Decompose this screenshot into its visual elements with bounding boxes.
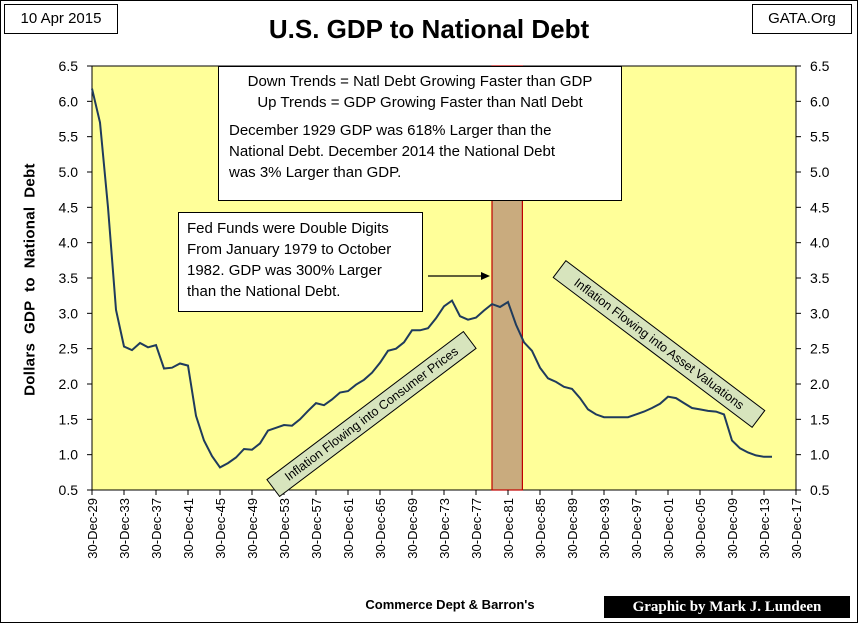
y-tick-label-left: 3.0 [59,305,79,321]
x-tick-label: 30-Dec-85 [533,498,548,559]
y-tick-label-left: 3.5 [59,270,79,286]
date-badge: 10 Apr 2015 [4,4,118,34]
y-tick-label-left: 6.5 [59,58,79,74]
y-tick-label-left: 6.0 [59,93,79,109]
x-tick-label: 30-Dec-13 [757,498,772,559]
compare-line-2: National Debt. December 2014 the Nationa… [229,143,556,160]
x-tick-label: 30-Dec-77 [469,498,484,559]
compare-line-1: December 1929 GDP was 618% Larger than t… [229,122,552,139]
x-tick-label: 30-Dec-29 [85,498,100,559]
x-axis-label: Commerce Dept & Barron's [365,597,535,612]
x-tick-label: 30-Dec-05 [693,498,708,559]
y-tick-label-right: 4.0 [810,235,830,251]
y-tick-label-right: 2.5 [810,341,830,357]
y-tick-label-left: 1.0 [59,447,79,463]
trend-line-2: Up Trends = GDP Growing Faster than Natl… [257,94,583,111]
y-tick-label-left: 5.5 [59,129,79,145]
y-tick-label-right: 3.0 [810,305,830,321]
source-site-badge: GATA.Org [752,4,852,34]
x-tick-label: 30-Dec-53 [277,498,292,559]
y-tick-label-right: 3.5 [810,270,830,286]
x-tick-label: 30-Dec-61 [341,498,356,559]
y-tick-label-right: 5.0 [810,164,830,180]
compare-line-3: was 3% Larger than GDP. [229,164,402,181]
x-tick-label: 30-Dec-89 [565,498,580,559]
fed-funds-note-box: Fed Funds were Double Digits From Januar… [178,212,423,312]
trend-legend-box: Down Trends = Natl Debt Growing Faster t… [218,66,622,201]
y-tick-label-left: 2.5 [59,341,79,357]
y-tick-label-right: 0.5 [810,482,830,498]
y-tick-label-left: 4.0 [59,235,79,251]
x-tick-label: 30-Dec-49 [245,498,260,559]
fed-line-2: From January 1979 to October [187,241,392,258]
y-tick-label-right: 1.5 [810,411,830,427]
x-tick-label: 30-Dec-81 [501,498,516,559]
author-credit: Graphic by Mark J. Lundeen [604,596,850,618]
x-tick-label: 30-Dec-41 [181,498,196,559]
y-tick-label-left: 1.5 [59,411,79,427]
x-tick-label: 30-Dec-93 [597,498,612,559]
y-tick-label-right: 4.5 [810,199,830,215]
x-tick-label: 30-Dec-97 [629,498,644,559]
arrow-head-icon [481,272,490,280]
x-tick-label: 30-Dec-09 [725,498,740,559]
x-tick-label: 30-Dec-17 [789,498,804,559]
y-tick-label-left: 0.5 [59,482,79,498]
x-tick-label: 30-Dec-33 [117,498,132,559]
y-tick-label-left: 5.0 [59,164,79,180]
y-tick-label-right: 1.0 [810,447,830,463]
y-tick-label-right: 6.0 [810,93,830,109]
trend-line-1: Down Trends = Natl Debt Growing Faster t… [247,73,593,90]
x-tick-label: 30-Dec-57 [309,498,324,559]
x-tick-label: 30-Dec-73 [437,498,452,559]
x-tick-label: 30-Dec-01 [661,498,676,559]
y-tick-label-right: 5.5 [810,129,830,145]
x-tick-label: 30-Dec-69 [405,498,420,559]
y-tick-label-left: 2.0 [59,376,79,392]
y-tick-label-left: 4.5 [59,199,79,215]
fed-line-1: Fed Funds were Double Digits [187,220,389,237]
y-tick-label-right: 6.5 [810,58,830,74]
chart-title: U.S. GDP to National Debt [268,14,590,44]
series-line-gdp-to-debt [91,88,772,469]
x-tick-label: 30-Dec-45 [213,498,228,559]
y-tick-label-right: 2.0 [810,376,830,392]
x-tick-label: 30-Dec-37 [149,498,164,559]
fed-line-4: than the National Debt. [187,283,341,300]
x-tick-label: 30-Dec-65 [373,498,388,559]
fed-line-3: 1982. GDP was 300% Larger [187,262,382,279]
